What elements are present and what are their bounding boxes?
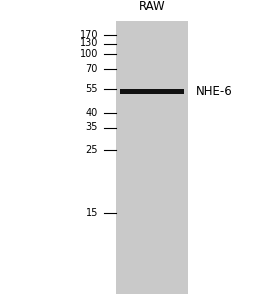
Bar <box>120 89 184 94</box>
Text: 130: 130 <box>79 38 98 49</box>
Text: 100: 100 <box>79 49 98 59</box>
Text: NHE-6: NHE-6 <box>196 85 233 98</box>
Text: 70: 70 <box>86 64 98 74</box>
Text: 170: 170 <box>79 29 98 40</box>
Text: 25: 25 <box>86 145 98 155</box>
Bar <box>116 21 188 294</box>
Text: 15: 15 <box>86 208 98 218</box>
Text: RAW: RAW <box>139 1 165 13</box>
Text: 40: 40 <box>86 107 98 118</box>
Text: 35: 35 <box>86 122 98 133</box>
Text: 55: 55 <box>86 83 98 94</box>
